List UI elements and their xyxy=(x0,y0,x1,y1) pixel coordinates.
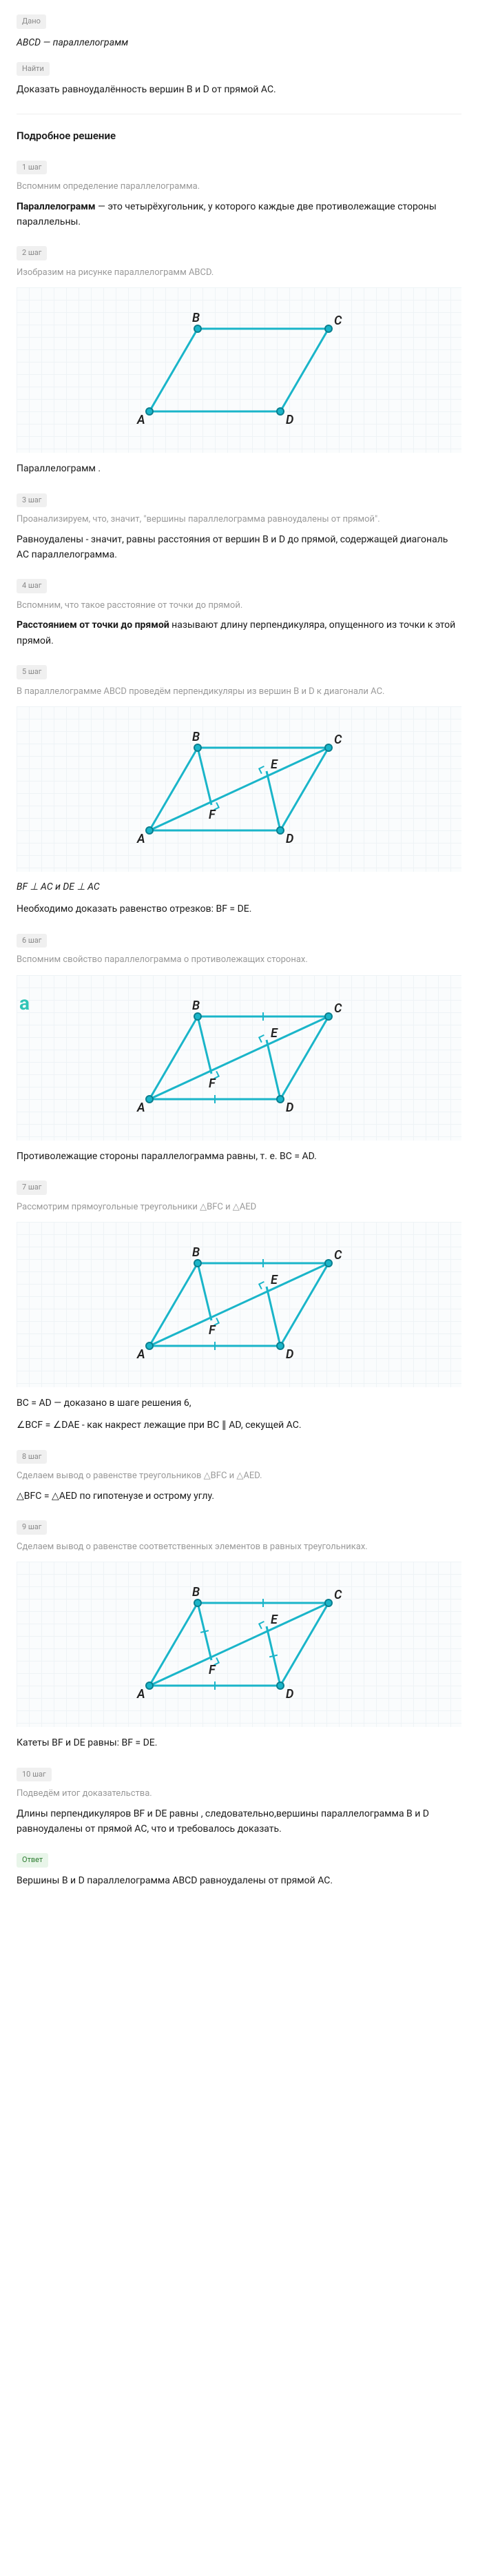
svg-text:D: D xyxy=(286,832,293,846)
svg-text:C: C xyxy=(334,314,342,328)
svg-text:C: C xyxy=(334,733,342,747)
step-body-3: Равноудалены - значит, равны расстояния … xyxy=(17,532,461,563)
svg-text:F: F xyxy=(209,1076,216,1091)
step-label-9: 9 шаг xyxy=(17,1520,47,1535)
after-fig2-line2: Необходимо доказать равенство отрезков: … xyxy=(17,901,461,917)
given-label: Дано xyxy=(17,14,46,29)
svg-text:E: E xyxy=(271,1273,278,1287)
answer-text: Вершины B и D параллелограмма ABCD равно… xyxy=(17,1873,461,1888)
svg-text:D: D xyxy=(286,1347,293,1362)
svg-text:C: C xyxy=(334,1588,342,1602)
step-gray-2: Изобразим на рисунке параллелограмм ABCD… xyxy=(17,266,461,280)
svg-text:E: E xyxy=(271,1026,278,1041)
find-label: Найти xyxy=(17,62,50,76)
svg-text:C: C xyxy=(334,1248,342,1263)
after-fig1: Параллелограмм . xyxy=(17,461,461,476)
svg-text:B: B xyxy=(192,1245,200,1260)
step-gray-3: Проанализируем, что, значит, "вершины па… xyxy=(17,513,461,527)
svg-text:F: F xyxy=(209,1323,216,1338)
step-label-6: 6 шаг xyxy=(17,934,47,948)
svg-text:D: D xyxy=(286,413,293,427)
parallelogram-svg-4: A B C D E F xyxy=(122,1236,356,1373)
figure-3: a A B C D E F xyxy=(17,975,461,1141)
step-label-10: 10 шаг xyxy=(17,1768,52,1782)
figure-5: A B C D E F xyxy=(17,1562,461,1727)
answer-label: Ответ xyxy=(17,1853,48,1868)
step-gray-4: Вспомним, что такое расстояние от точки … xyxy=(17,599,461,613)
step-label-2: 2 шаг xyxy=(17,246,47,260)
svg-text:B: B xyxy=(192,1585,200,1599)
step-gray-10: Подведём итог доказательства. xyxy=(17,1787,461,1801)
step-body-4: Расстоянием от точки до прямой называют … xyxy=(17,617,461,648)
after-fig4-line1: BC = AD — доказано в шаге решения 6, xyxy=(17,1396,461,1411)
svg-text:A: A xyxy=(136,1347,145,1362)
step-label-8: 8 шаг xyxy=(17,1450,47,1464)
after-fig3: Противолежащие стороны параллелограмма р… xyxy=(17,1149,461,1164)
svg-text:B: B xyxy=(192,311,200,325)
step-body-10: Длины перпендикуляров BF и DE равны , сл… xyxy=(17,1806,461,1837)
svg-text:A: A xyxy=(136,1101,145,1115)
svg-text:D: D xyxy=(286,1101,293,1115)
svg-text:E: E xyxy=(271,1613,278,1627)
step-gray-9: Сделаем вывод о равенстве соответственны… xyxy=(17,1540,461,1554)
figure-4: A B C D E F xyxy=(17,1222,461,1387)
step-label-3: 3 шаг xyxy=(17,493,47,508)
svg-text:E: E xyxy=(271,757,278,772)
svg-text:A: A xyxy=(136,1687,145,1701)
step-label-5: 5 шаг xyxy=(17,665,47,679)
svg-text:A: A xyxy=(136,832,145,846)
step-gray-8: Сделаем вывод о равенстве треугольников … xyxy=(17,1469,461,1483)
parallelogram-svg-3: A B C D E F xyxy=(122,989,356,1127)
svg-text:F: F xyxy=(209,808,216,822)
step-gray-1: Вспомним определение параллелограмма. xyxy=(17,180,461,194)
step-body-8: △BFC = △AED по гипотенузе и острому углу… xyxy=(17,1489,461,1504)
given-text: ABCD — параллелограмм xyxy=(17,36,461,50)
figure-2: A B C D E F xyxy=(17,706,461,872)
svg-text:A: A xyxy=(136,413,145,427)
solution-header: Подробное решение xyxy=(17,128,461,144)
svg-text:F: F xyxy=(209,1663,216,1677)
parallelogram-svg-5: A B C D E F xyxy=(122,1575,356,1713)
parallelogram-svg-1: A B C D xyxy=(122,301,356,439)
parallelogram-svg-2: A B C D E F xyxy=(122,720,356,858)
step-gray-6: Вспомним свойство параллелограмма о прот… xyxy=(17,953,461,967)
annotation-a: a xyxy=(19,989,30,1018)
step-label-7: 7 шаг xyxy=(17,1180,47,1195)
svg-text:B: B xyxy=(192,999,200,1013)
step-gray-5: В параллелограмме ABCD проведём перпенди… xyxy=(17,685,461,699)
svg-text:D: D xyxy=(286,1687,293,1701)
figure-1: A B C D xyxy=(17,287,461,453)
svg-text:C: C xyxy=(334,1001,342,1016)
svg-text:B: B xyxy=(192,730,200,744)
step-gray-7: Рассмотрим прямоугольные треугольники △B… xyxy=(17,1200,461,1214)
step-label-4: 4 шаг xyxy=(17,579,47,593)
step-label-1: 1 шаг xyxy=(17,161,47,175)
step-body-1: Параллелограмм — это четырёхугольник, у … xyxy=(17,199,461,230)
after-fig5: Катеты BF и DE равны: BF = DE. xyxy=(17,1735,461,1750)
after-fig4-line2: ∠BCF = ∠DAE - как накрест лежащие при BC… xyxy=(17,1418,461,1433)
formula-perp: BF ⊥ AC и DE ⊥ AC xyxy=(17,880,461,895)
find-text: Доказать равноудалённость вершин B и D о… xyxy=(17,83,461,97)
